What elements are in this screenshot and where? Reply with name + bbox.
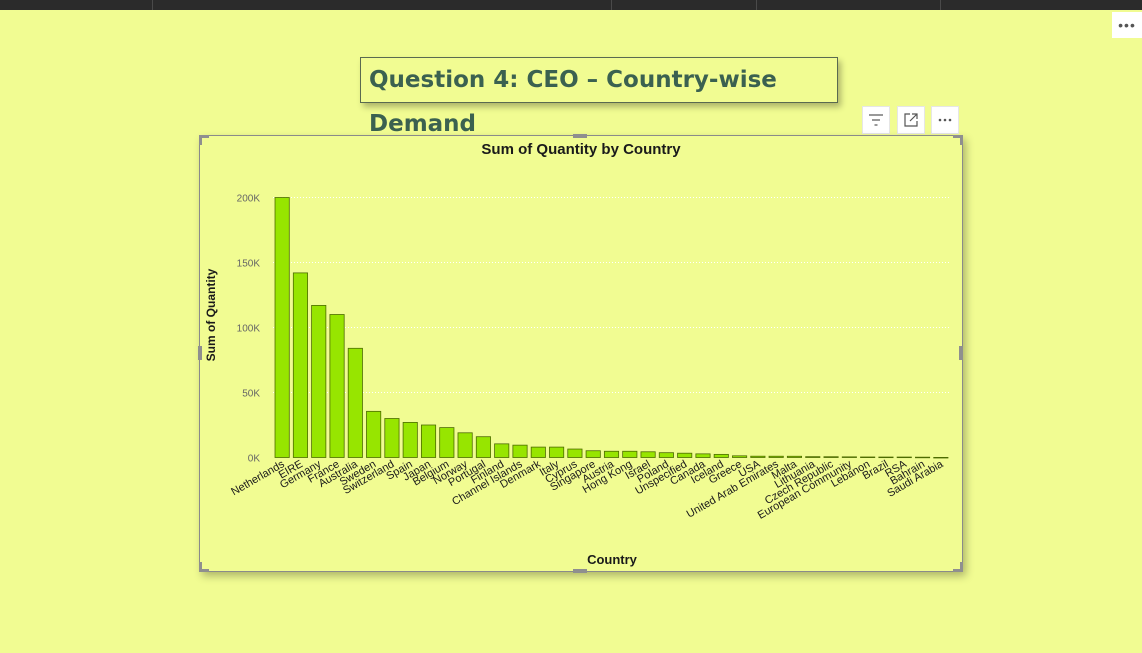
resize-handle-bottom-left[interactable] [199, 569, 209, 572]
filter-button[interactable] [862, 106, 890, 134]
page-title-textbox[interactable]: Question 4: CEO – Country-wise Demand [360, 57, 838, 137]
resize-handle-bottom-right[interactable] [960, 562, 963, 572]
resize-handle-bottom-left[interactable] [199, 562, 202, 572]
top-bar-divider [611, 0, 612, 10]
top-bar-divider [152, 0, 153, 10]
resize-handle-top-left[interactable] [199, 135, 202, 145]
resize-handle-left[interactable] [198, 346, 202, 360]
more-options-icon [938, 118, 952, 122]
focus-mode-button[interactable] [897, 106, 925, 134]
resize-handle-bottom[interactable] [573, 569, 587, 573]
top-bar-divider [756, 0, 757, 10]
filter-icon [869, 114, 883, 126]
chart-visual[interactable] [199, 135, 963, 572]
resize-handle-top-right[interactable] [960, 135, 963, 145]
resize-handle-bottom-right[interactable] [953, 569, 963, 572]
resize-handle-top-right[interactable] [953, 135, 963, 138]
top-bar-divider [940, 0, 941, 10]
page-title: Question 4: CEO – Country-wise Demand [369, 67, 777, 137]
app-top-bar [0, 0, 1142, 10]
page-more-options-button[interactable]: ••• [1112, 12, 1142, 38]
visual-more-options-button[interactable] [931, 106, 959, 134]
resize-handle-top-left[interactable] [199, 135, 209, 138]
resize-handle-right[interactable] [959, 346, 963, 360]
resize-handle-top[interactable] [573, 134, 587, 138]
focus-mode-icon [904, 113, 918, 127]
